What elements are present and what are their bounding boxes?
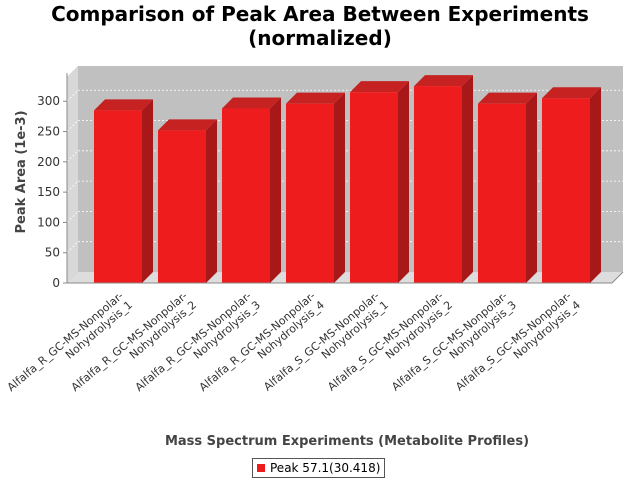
gridline-depth (66, 241, 79, 253)
y-tick-label: 250 (37, 125, 60, 139)
bar-top (478, 92, 537, 104)
bar-side (590, 87, 601, 284)
bar-front (350, 92, 398, 283)
bar-side (526, 92, 537, 284)
y-tick-label: 50 (45, 246, 60, 260)
legend-label: Peak 57.1(30.418) (270, 461, 381, 475)
bar-top (414, 75, 473, 87)
chart-title-line-2: (normalized) (248, 26, 392, 50)
x-axis-label: Mass Spectrum Experiments (Metabolite Pr… (165, 434, 529, 449)
chart-title-line-1: Comparison of Peak Area Between Experime… (51, 2, 589, 26)
gridline-depth (66, 180, 79, 193)
bar-front (158, 130, 206, 283)
x-axis-depth (611, 271, 624, 284)
y-tick-label: 300 (37, 94, 60, 108)
bar-side (206, 119, 217, 283)
chart-title: Comparison of Peak Area Between Experime… (0, 2, 640, 50)
bar-front (478, 103, 526, 284)
gridline-depth (66, 120, 79, 132)
bar-side (398, 81, 409, 283)
bar-front (94, 110, 142, 283)
bar-top (286, 92, 345, 104)
bar-top (350, 81, 409, 93)
bar-front (542, 98, 590, 284)
bar (350, 81, 409, 283)
bar-side (334, 92, 345, 284)
bars (94, 75, 601, 284)
bar-top (542, 87, 601, 99)
y-tick-label: 150 (37, 185, 60, 199)
y-tick-label: 200 (37, 155, 60, 169)
y-axis-label: Peak Area (1e-3) (14, 110, 29, 233)
bar (286, 92, 345, 284)
y-axis: 0 50 100 150 200 250 300 (37, 73, 68, 290)
legend-swatch (257, 464, 265, 472)
bar (414, 75, 473, 284)
plot-side-wall (67, 66, 78, 283)
gridline-depth (66, 211, 79, 223)
gridline-depth (66, 150, 79, 163)
bar-side (142, 99, 153, 283)
bar-side (270, 97, 281, 283)
x-tick-label: Alfalfa_R_GC-MS-Nonpolar- (5, 289, 126, 394)
bar-front (222, 108, 270, 283)
legend: Peak 57.1(30.418) (252, 458, 386, 478)
y-tick-label: 100 (37, 215, 60, 229)
x-axis: Alfalfa_R_GC-MS-Nonpolar-Nohydrolysis_1A… (5, 271, 624, 394)
bar (542, 87, 601, 284)
bar-top (158, 119, 217, 131)
y-tick-label: 0 (52, 276, 60, 290)
bar (158, 119, 217, 283)
bar-side (462, 75, 473, 284)
bar-front (286, 103, 334, 284)
bar (94, 99, 153, 283)
bar (478, 92, 537, 284)
bar-top (94, 99, 153, 111)
bar-top (222, 97, 281, 109)
gridline-depth (66, 89, 79, 102)
bar (222, 97, 281, 283)
bar-front (414, 86, 462, 284)
